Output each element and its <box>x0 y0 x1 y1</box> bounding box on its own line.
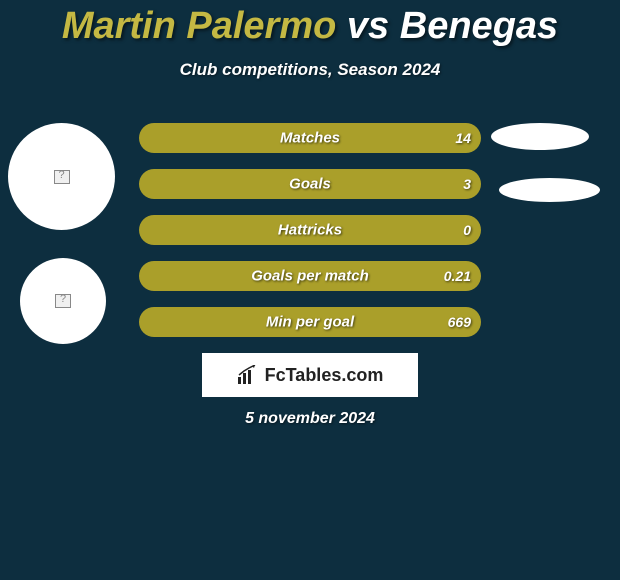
stat-label: Goals <box>289 176 331 193</box>
placeholder-image-icon <box>55 294 71 308</box>
player1-avatar-container <box>8 123 115 230</box>
stat-value-left: 669 <box>448 314 471 330</box>
stat-bar-goals: Goals 3 <box>139 169 481 199</box>
subtitle: Club competitions, Season 2024 <box>0 60 620 80</box>
player2-avatar <box>20 258 106 344</box>
stat-bar-matches: Matches 14 <box>139 123 481 153</box>
date-text: 5 november 2024 <box>0 410 620 428</box>
stat-value-left: 0.21 <box>444 268 471 284</box>
vs-text: vs <box>347 5 389 47</box>
player2-avatar-container <box>8 258 106 344</box>
stat-value-left: 14 <box>455 130 471 146</box>
brand-box: FcTables.com <box>202 353 418 397</box>
player2-name: Benegas <box>400 5 558 47</box>
stat-bar-min-per-goal: Min per goal 669 <box>139 307 481 337</box>
placeholder-image-icon <box>54 170 70 184</box>
stat-label: Min per goal <box>266 314 354 331</box>
player1-name: Martin Palermo <box>62 5 337 47</box>
player2-bar-goals <box>499 178 600 202</box>
stat-value-left: 0 <box>463 222 471 238</box>
stat-bar-hattricks: Hattricks 0 <box>139 215 481 245</box>
stat-label: Goals per match <box>251 268 369 285</box>
stat-value-left: 3 <box>463 176 471 192</box>
stats-container: Matches 14 Goals 3 Hattricks 0 Goals per… <box>139 123 481 353</box>
stat-bar-goals-per-match: Goals per match 0.21 <box>139 261 481 291</box>
chart-icon <box>237 365 259 385</box>
player2-bar-matches <box>491 123 589 150</box>
comparison-title: Martin Palermo vs Benegas <box>0 0 620 48</box>
stat-label: Matches <box>280 130 340 147</box>
brand-text: FcTables.com <box>265 365 384 386</box>
player1-avatar <box>8 123 115 230</box>
stat-label: Hattricks <box>278 222 342 239</box>
